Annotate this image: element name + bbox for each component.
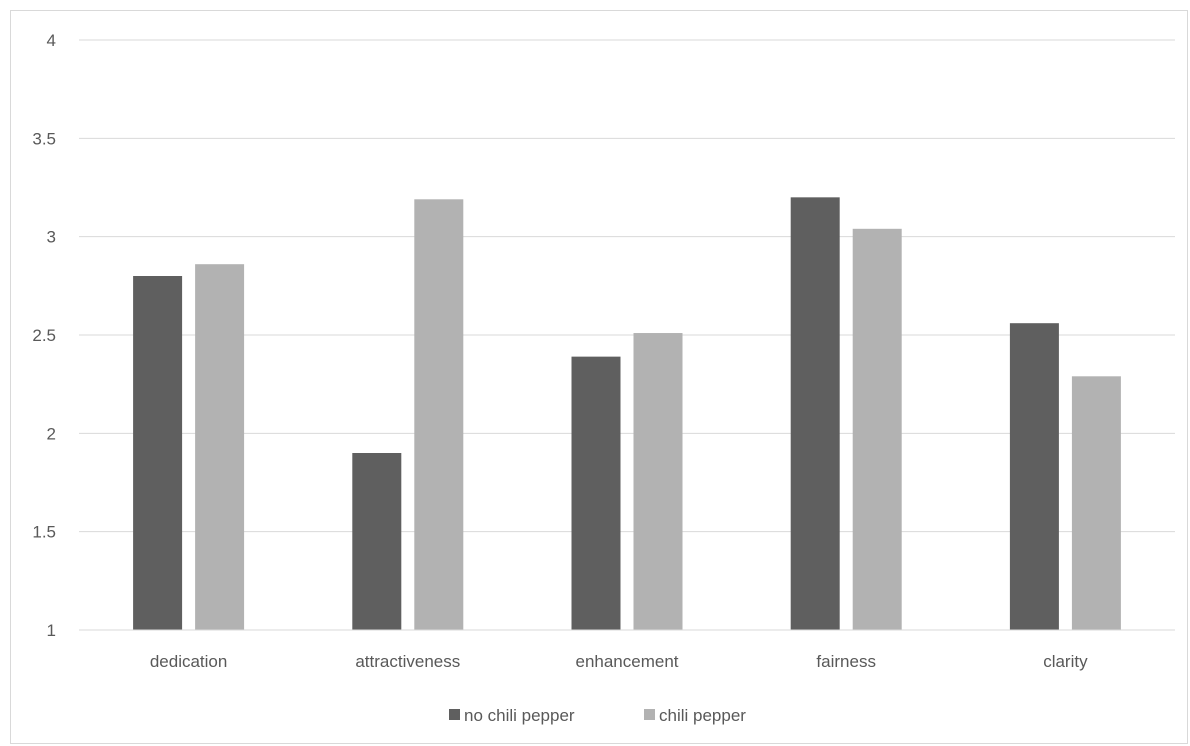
legend: no chili pepper chili pepper [449,706,746,725]
bar-fairness-chili-pepper [852,228,902,631]
legend-label: no chili pepper [464,706,575,725]
x-tick-label: dedication [150,652,228,671]
legend-swatch [449,709,460,720]
y-tick-label: 4 [47,31,56,50]
x-tick-label: fairness [816,652,876,671]
y-axis-ticks: 1 1.5 2 2.5 3 3.5 4 [32,31,56,640]
x-tick-label: attractiveness [355,652,460,671]
y-tick-label: 3.5 [32,129,56,148]
bars [133,197,1121,631]
bar-attractiveness-chili-pepper [414,199,464,631]
y-tick-label: 1.5 [32,523,56,542]
y-tick-label: 2.5 [32,326,56,345]
y-tick-label: 2 [47,424,56,443]
legend-label: chili pepper [659,706,746,725]
bar-enhancement-no-chili-pepper [571,356,621,630]
bar-attractiveness-no-chili-pepper [352,453,402,630]
y-tick-label: 3 [47,228,56,247]
bar-clarity-no-chili-pepper [1009,323,1059,630]
gridlines [79,39,1175,533]
x-tick-label: clarity [1043,652,1088,671]
legend-swatch [644,709,655,720]
bar-enhancement-chili-pepper [633,333,683,630]
bar-fairness-no-chili-pepper [790,197,840,631]
x-axis-labels: dedication attractiveness enhancement fairn… [150,652,1088,671]
bar-dedication-chili-pepper [195,264,245,630]
bar-dedication-no-chili-pepper [133,276,183,630]
x-tick-label: enhancement [575,652,678,671]
bar-clarity-chili-pepper [1071,376,1121,630]
y-tick-label: 1 [47,621,56,640]
